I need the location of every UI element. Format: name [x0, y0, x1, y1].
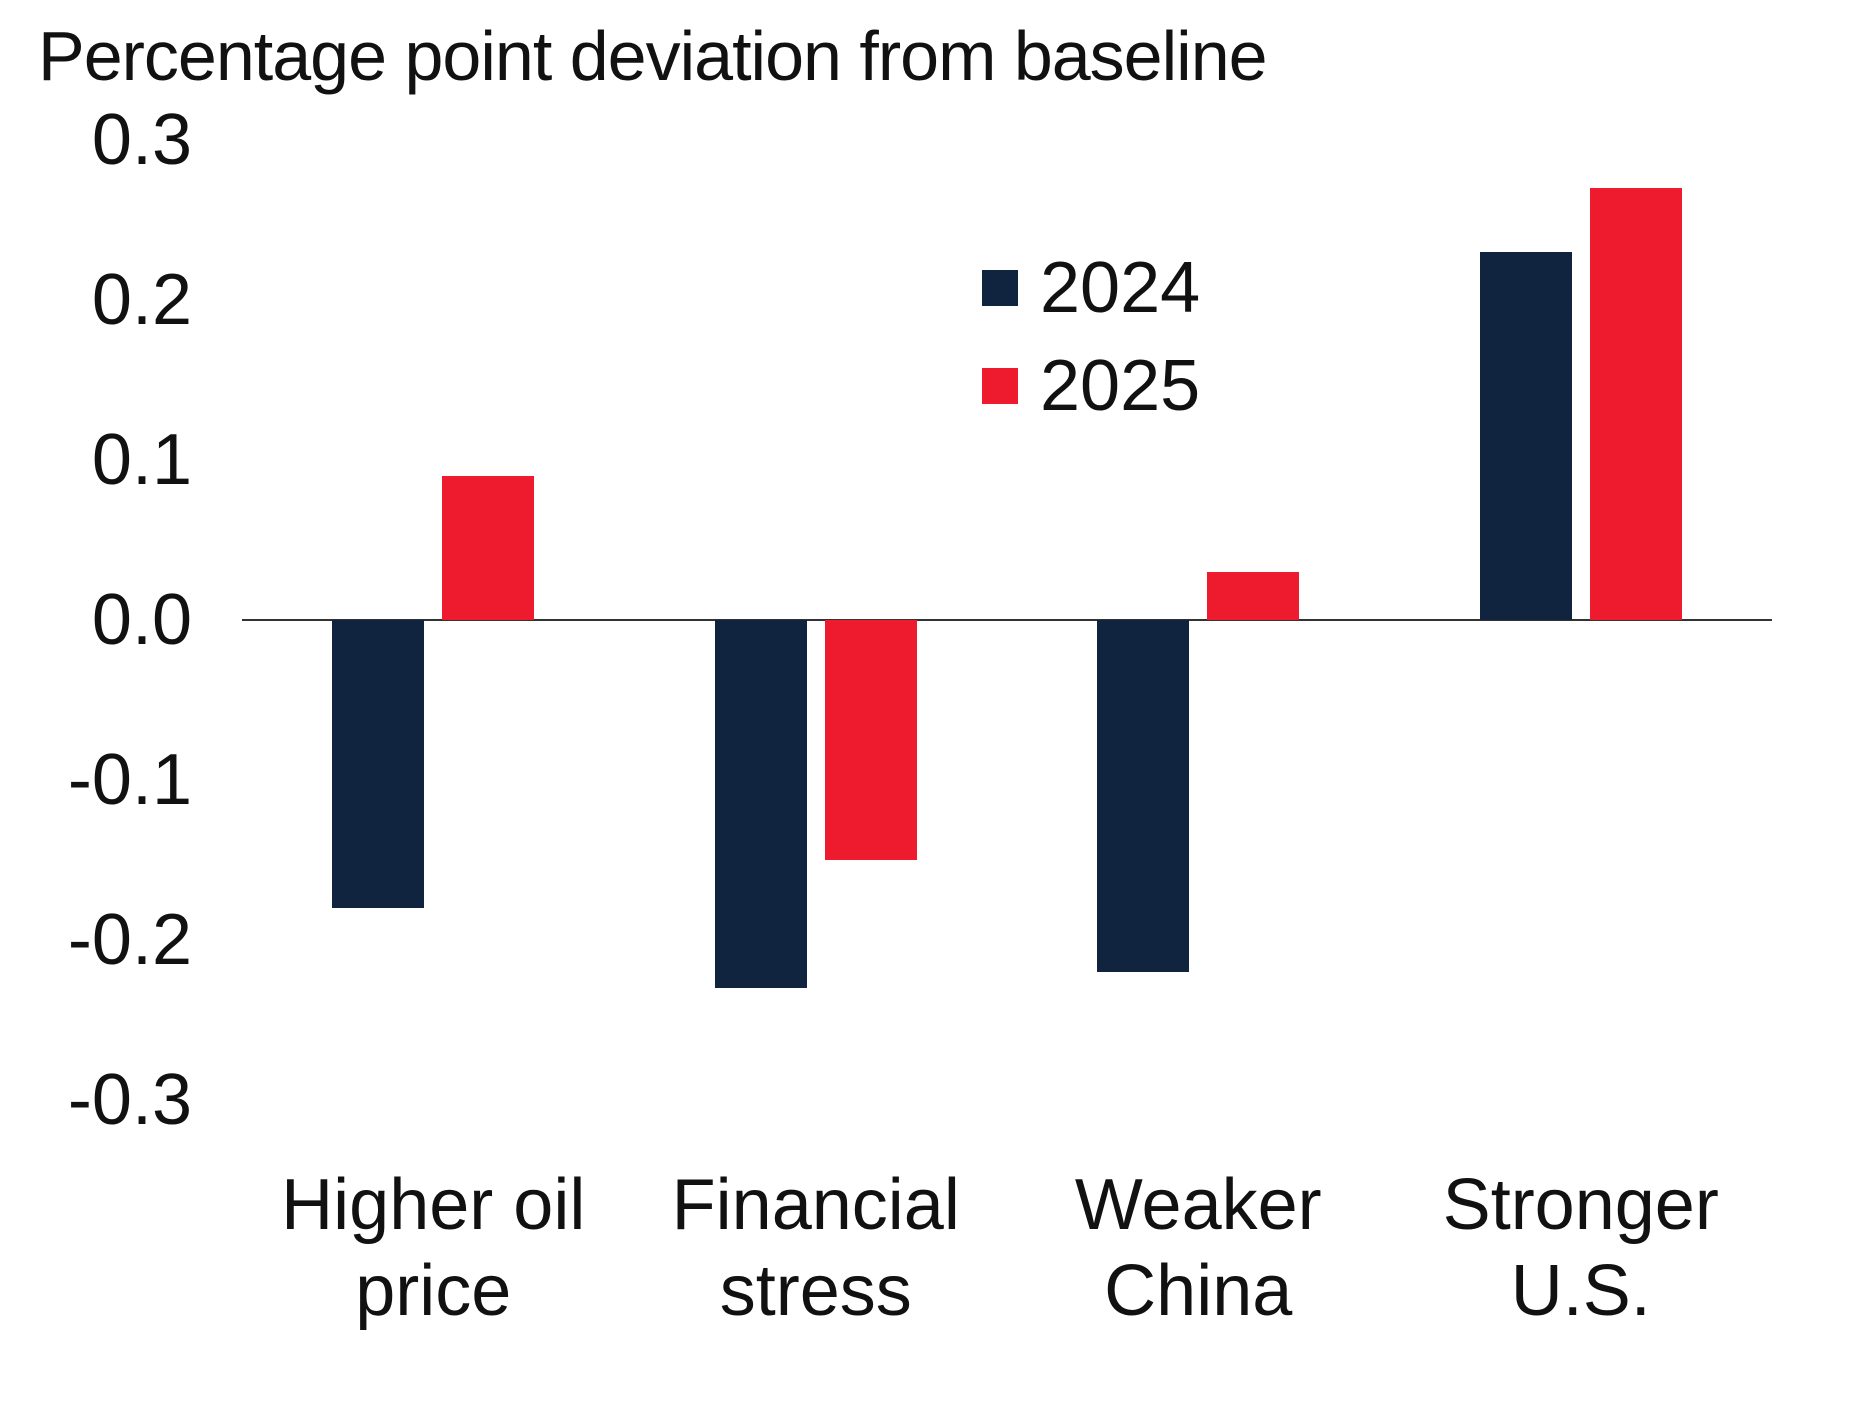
bar-2025-stronger-u-s	[1589, 188, 1682, 620]
y-tick-label: 0.2	[91, 260, 192, 340]
y-tick-label: 0.3	[91, 100, 192, 180]
bar-2024-weaker-china	[1097, 620, 1190, 972]
legend-label-2025: 2025	[1040, 346, 1201, 426]
chart-title: Percentage point deviation from baseline	[38, 17, 1268, 95]
x-category-label-weaker-china: Weaker China	[1074, 1165, 1322, 1332]
bar-2024-higher-oil-price	[332, 620, 425, 908]
legend-swatch-2025-icon	[982, 368, 1018, 404]
legend-item-2024: 2024	[982, 252, 1200, 324]
y-tick-label: -0.3	[67, 1060, 192, 1140]
y-tick-label: -0.1	[67, 740, 192, 820]
x-category-label-stronger-u-s: Stronger U.S.	[1442, 1165, 1719, 1332]
bar-2025-weaker-china	[1207, 572, 1300, 620]
bar-2024-financial-stress	[714, 620, 807, 988]
legend: 2024 2025	[982, 252, 1200, 422]
legend-item-2025: 2025	[982, 350, 1200, 422]
legend-label-2024: 2024	[1040, 248, 1201, 328]
zero-axis-line	[242, 619, 1772, 621]
bar-2024-stronger-u-s	[1479, 252, 1572, 620]
y-tick-label: 0.0	[91, 580, 192, 660]
x-category-label-higher-oil-price: Higher oil price	[281, 1165, 586, 1332]
legend-swatch-2024-icon	[982, 270, 1018, 306]
y-tick-label: 0.1	[91, 420, 192, 500]
bar-2025-financial-stress	[824, 620, 917, 860]
x-category-label-financial-stress: Financial stress	[671, 1165, 960, 1332]
bar-2025-higher-oil-price	[442, 476, 535, 620]
y-tick-label: -0.2	[67, 900, 192, 980]
